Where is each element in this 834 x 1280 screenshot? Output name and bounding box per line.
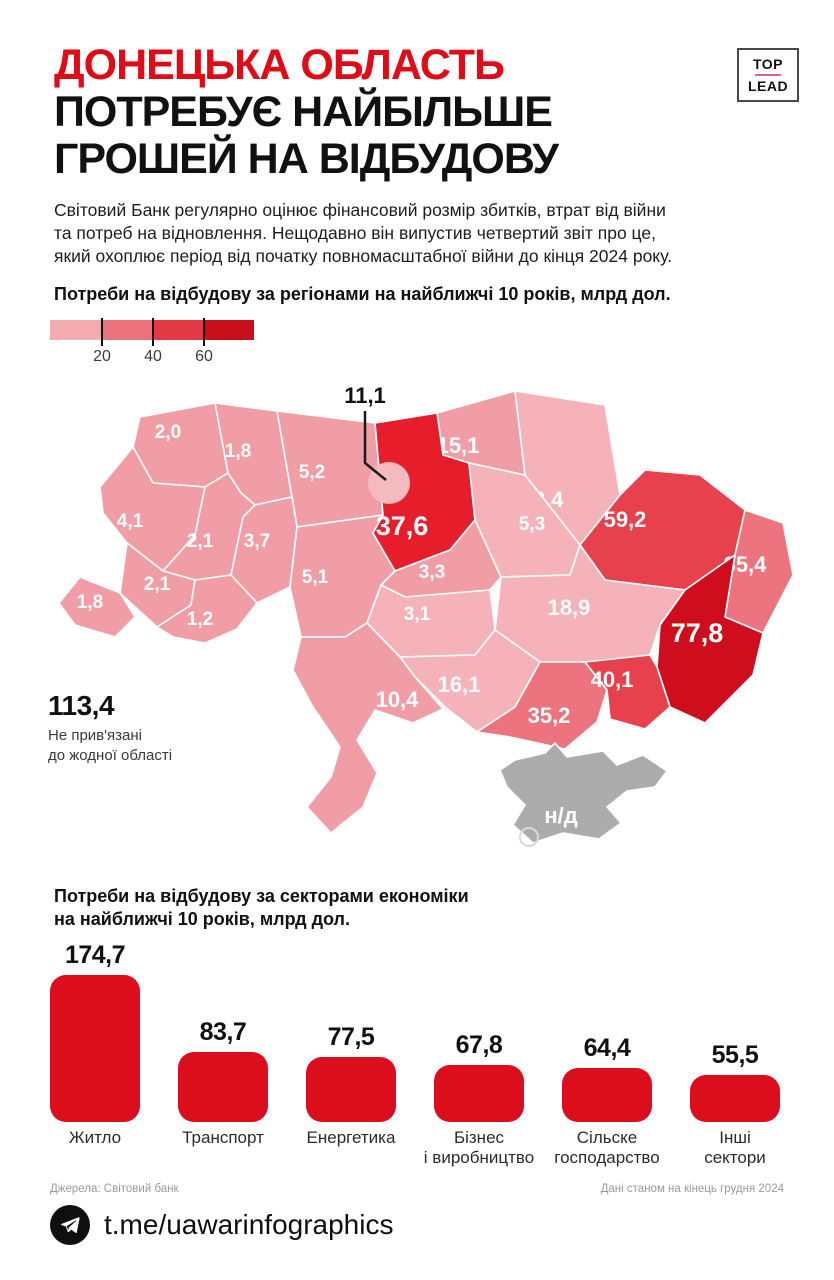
intro-paragraph: Світовий Банк регулярно оцінює фінансови… bbox=[54, 199, 814, 268]
legend-label-20: 20 bbox=[93, 348, 111, 365]
region-value: 5,3 bbox=[519, 514, 545, 535]
legend-label-40: 40 bbox=[144, 348, 162, 365]
sector-label: Сільске господарство bbox=[554, 1128, 660, 1167]
legend-tick-60 bbox=[203, 318, 205, 346]
sector-bar-chart: 174,7 83,7 77,5 67,8 64,4 55,5 bbox=[50, 941, 780, 1122]
region-value: 77,8 bbox=[671, 618, 724, 648]
telegram-handle[interactable]: t.me/uawarinfographics bbox=[104, 1209, 394, 1240]
region-value: 18,9 bbox=[548, 595, 591, 620]
kyiv-city-circle bbox=[368, 462, 410, 504]
bar bbox=[306, 1056, 396, 1122]
region-value: 2,0 bbox=[155, 422, 181, 443]
bar bbox=[690, 1075, 780, 1122]
legend-tick-20 bbox=[101, 318, 103, 346]
bar bbox=[178, 1051, 268, 1122]
region-zakarpattia: 1,8 bbox=[58, 576, 136, 638]
bar-column-other: 55,5 bbox=[690, 1041, 780, 1122]
bar-column-energy: 77,5 bbox=[306, 1023, 396, 1122]
region-value: 37,6 bbox=[376, 511, 429, 541]
region-value: 3,7 bbox=[244, 531, 270, 552]
region-value: 3,3 bbox=[419, 562, 445, 583]
region-chernivtsi: 1,2 bbox=[156, 574, 258, 644]
region-value: 35,2 bbox=[528, 703, 571, 728]
region-value: 5,2 bbox=[299, 462, 325, 483]
kyiv-city-callout-line bbox=[363, 411, 387, 481]
bar-column-transport: 83,7 bbox=[178, 1018, 268, 1122]
unattached-funds-note: 113,4 Не прив'язані до жодної області bbox=[48, 690, 238, 766]
region-value: н/д bbox=[544, 803, 577, 828]
legend-swatch-2 bbox=[101, 320, 152, 340]
unattached-text: Не прив'язані до жодної області bbox=[48, 727, 173, 764]
sector-label: Інші сектори bbox=[704, 1128, 766, 1167]
region-value: 1,8 bbox=[77, 592, 103, 613]
region-value: 40,1 bbox=[591, 667, 634, 692]
page-title: ДОНЕЦЬКА ОБЛАСТЬ ПОТРЕБУЄ НАЙБІЛЬШЕ ГРОШ… bbox=[54, 41, 559, 183]
intro-line: який охоплює період від початку повномас… bbox=[54, 246, 673, 266]
region-donetsk: 77,8 bbox=[656, 554, 764, 724]
title-line-red: ДОНЕЦЬКА ОБЛАСТЬ bbox=[54, 41, 505, 89]
region-khmelnytskyi: 3,7 bbox=[230, 496, 298, 604]
legend-label-60: 60 bbox=[195, 348, 213, 365]
bar-value-label: 67,8 bbox=[455, 1031, 503, 1060]
region-value: 2,1 bbox=[187, 531, 214, 552]
sector-label: Енергетика bbox=[306, 1128, 396, 1147]
bar-value-label: 83,7 bbox=[199, 1017, 247, 1046]
sectors-section-title: Потреби на відбудову за секторами економ… bbox=[54, 886, 469, 929]
region-value: 10,4 bbox=[376, 687, 420, 712]
legend-swatch-1 bbox=[50, 320, 101, 340]
source-note: Джерела: Світовий банк bbox=[50, 1183, 179, 1195]
bar-value-label: 174,7 bbox=[64, 941, 126, 970]
kyiv-city-value: 11,1 bbox=[344, 383, 386, 408]
bar-value-label: 64,4 bbox=[583, 1033, 631, 1062]
region-odesa: 10,4 bbox=[292, 622, 444, 834]
region-value: 1,2 bbox=[187, 609, 213, 630]
region-value: 16,1 bbox=[438, 672, 481, 697]
region-value: 4,1 bbox=[117, 511, 144, 532]
legend-swatch-4 bbox=[203, 320, 254, 340]
logo-bottom-text: LEAD bbox=[747, 78, 789, 94]
bar bbox=[434, 1065, 524, 1122]
bar bbox=[50, 975, 140, 1122]
color-scale-legend bbox=[50, 320, 254, 340]
region-zaporizhzhia: 40,1 bbox=[584, 654, 671, 730]
logo-divider bbox=[755, 74, 781, 76]
telegram-icon bbox=[50, 1205, 90, 1245]
intro-line: Світовий Банк регулярно оцінює фінансови… bbox=[54, 200, 666, 220]
sector-label: Бізнес і виробництво bbox=[423, 1128, 535, 1167]
title-line-3: ГРОШЕЙ НА ВІДБУДОВУ bbox=[54, 135, 559, 183]
region-value: 5,1 bbox=[302, 567, 329, 588]
region-kirovohrad: 3,1 bbox=[366, 584, 496, 658]
title-line-2: ПОТРЕБУЄ НАЙБІЛЬШЕ bbox=[54, 88, 553, 136]
map-section-title: Потреби на відбудову за регіонами на най… bbox=[54, 284, 671, 304]
logo-top-text: TOP bbox=[752, 56, 784, 72]
region-value: 15,1 bbox=[437, 433, 480, 458]
ukraine-map: 2,0 1,8 5,2 15,1 12,4 4,1 2,1 3,7 bbox=[45, 375, 810, 870]
bar-column-business: 67,8 bbox=[434, 1031, 524, 1122]
legend-tick-40 bbox=[152, 318, 154, 346]
region-value: 1,8 bbox=[225, 441, 251, 462]
region-value: 2,1 bbox=[144, 574, 171, 595]
bar-value-label: 77,5 bbox=[327, 1022, 375, 1051]
sector-label: Житло bbox=[68, 1128, 122, 1147]
region-value: 59,2 bbox=[604, 507, 647, 532]
region-crimea: н/д bbox=[499, 742, 668, 847]
unattached-value: 113,4 bbox=[48, 690, 115, 721]
top-lead-logo: TOP LEAD bbox=[737, 48, 799, 102]
sector-label: Транспорт bbox=[182, 1128, 264, 1147]
sevastopol-ring bbox=[519, 827, 539, 847]
bar-column-housing: 174,7 bbox=[50, 941, 140, 1122]
legend-swatch-3 bbox=[152, 320, 203, 340]
bar-column-agriculture: 64,4 bbox=[562, 1034, 652, 1122]
bar bbox=[562, 1067, 652, 1122]
region-kyiv-oblast: 37,6 bbox=[368, 412, 476, 572]
data-date-note: Дані станом на кінець грудня 2024 bbox=[600, 1183, 784, 1195]
telegram-link[interactable]: t.me/uawarinfographics bbox=[50, 1205, 393, 1245]
region-value: 3,1 bbox=[404, 604, 431, 625]
sector-labels-row: Житло Транспорт Енергетика Бізнес і вироб… bbox=[31, 1128, 803, 1168]
bar-value-label: 55,5 bbox=[711, 1041, 759, 1070]
intro-line: та потреб на відновлення. Нещодавно він … bbox=[54, 223, 656, 243]
